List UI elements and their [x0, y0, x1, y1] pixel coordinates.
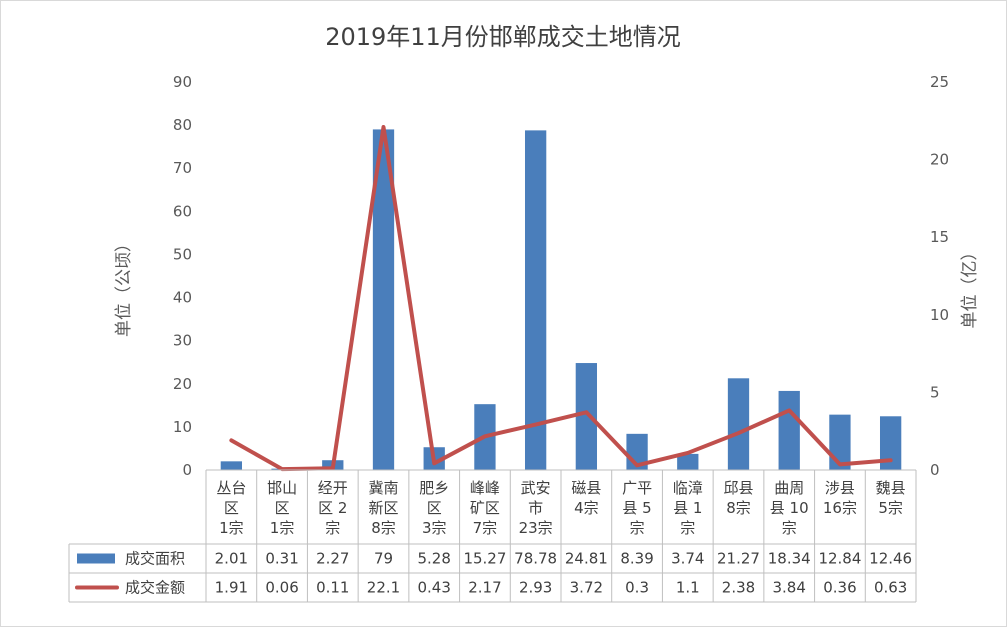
table-cell: 1.1 — [676, 579, 700, 597]
table-cell: 0.31 — [265, 550, 298, 568]
bar — [220, 461, 243, 470]
table-cell: 3.72 — [570, 579, 603, 597]
y-left-tick-label: 80 — [173, 116, 192, 134]
bar — [575, 363, 598, 470]
y-right-tick-label: 15 — [930, 228, 949, 246]
table-cell: 2.27 — [316, 550, 349, 568]
bar — [372, 129, 395, 470]
table-cell: 3.84 — [773, 579, 806, 597]
legend-label: 成交面积 — [125, 550, 185, 568]
y-right-axis-title: 单位（亿） — [960, 244, 980, 329]
table-cell: 0.43 — [418, 579, 451, 597]
category-label: 肥乡区 3宗 — [419, 479, 449, 537]
y-left-tick-label: 30 — [173, 332, 192, 350]
y-right-tick-label: 0 — [930, 461, 940, 479]
line-series — [229, 125, 893, 472]
table-cell: 2.01 — [215, 550, 248, 568]
y-right-tick-label: 5 — [930, 383, 940, 401]
table-cell: 3.74 — [671, 550, 704, 568]
legend-label: 成交金额 — [125, 579, 185, 597]
y-right-tick-label: 10 — [930, 306, 949, 324]
y-right-tick-label: 20 — [930, 151, 949, 169]
bar — [879, 416, 902, 470]
table-cell: 78.78 — [514, 550, 557, 568]
category-label: 冀南新区 8宗 — [368, 479, 398, 537]
table-cell: 18.34 — [768, 550, 811, 568]
table-cell: 21.27 — [717, 550, 760, 568]
category-label: 武安市 23宗 — [519, 479, 553, 537]
table-cell: 22.1 — [367, 579, 400, 597]
table-cell: 8.39 — [620, 550, 653, 568]
table-cell: 0.63 — [874, 579, 907, 597]
y-left-tick-label: 70 — [173, 159, 192, 177]
bar — [778, 390, 800, 470]
legend-key-bar — [77, 553, 115, 564]
table-cell: 1.91 — [215, 579, 248, 597]
table-cell: 2.38 — [722, 579, 755, 597]
category-label: 涉县 16宗 — [823, 479, 857, 517]
table-cell: 12.46 — [869, 550, 912, 568]
table-cell: 2.93 — [519, 579, 552, 597]
y-left-tick-label: 50 — [173, 245, 192, 263]
axes: 0 10 20 30 40 50 60 70 80 90 0 5 10 15 20 25 单位（公顷） 单位（亿） — [114, 73, 980, 479]
y-left-tick-label: 40 — [173, 289, 192, 307]
bar — [677, 453, 699, 470]
y-left-tick-label: 90 — [173, 73, 192, 91]
table-cell: 0.3 — [625, 579, 649, 597]
y-left-tick-label: 60 — [173, 202, 192, 220]
table-cell: 12.84 — [818, 550, 861, 568]
table-cell: 24.81 — [565, 550, 608, 568]
category-label: 磁县 4宗 — [571, 479, 601, 517]
chart-title: 2019年11月份邯郸成交土地情况 — [325, 23, 681, 51]
y-left-tick-label: 20 — [173, 375, 192, 393]
table-cell: 15.27 — [463, 550, 506, 568]
table-cell: 0.11 — [316, 579, 349, 597]
category-label: 邱县 8宗 — [723, 479, 753, 517]
category-label: 丛台区 1宗 — [216, 479, 246, 537]
category-label: 魏县 5宗 — [876, 479, 906, 517]
y-right-tick-label: 25 — [930, 73, 949, 91]
table-cell: 0.36 — [823, 579, 856, 597]
y-left-tick-label: 10 — [173, 418, 192, 436]
table-cell: 0.06 — [265, 579, 298, 597]
bar — [727, 378, 750, 470]
category-label: 峰峰矿区 7宗 — [470, 479, 500, 537]
y-left-tick-label: 0 — [182, 461, 192, 479]
bar — [524, 130, 547, 470]
category-label: 曲周县 10 宗 — [770, 479, 809, 537]
table-cell: 79 — [374, 550, 393, 568]
table-cell: 2.17 — [468, 579, 501, 597]
table-cell: 5.28 — [418, 550, 451, 568]
category-label: 邯山区 1宗 — [267, 479, 297, 537]
y-left-axis-title: 单位（公顷） — [114, 235, 134, 337]
line-path — [229, 125, 893, 472]
